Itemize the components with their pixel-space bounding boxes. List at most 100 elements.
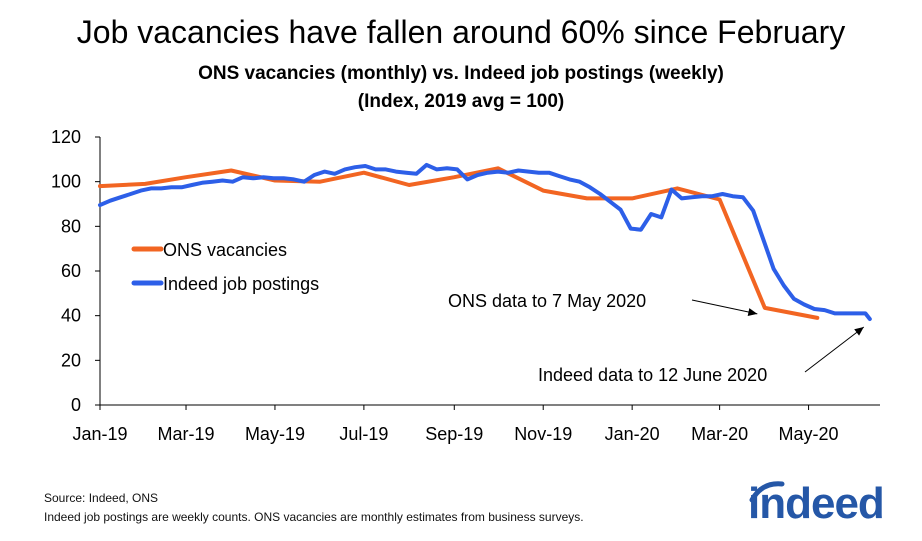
indeed-data-point [639,228,643,232]
annotation-arrow-line [804,326,865,373]
indeed-data-point [394,170,398,174]
indeed-data-point [159,186,163,190]
ons-data-point [496,166,500,170]
indeed-data-point [720,192,725,196]
indeed-data-point [690,195,694,199]
indeed-data-point [98,203,102,207]
indeed-data-point [629,226,633,231]
indeed-data-point [384,167,388,171]
annotation-label: ONS data to 7 May 2020 [448,291,646,311]
indeed-data-point [424,163,429,167]
legend-label: ONS vacancies [163,240,287,260]
indeed-data-point [190,183,194,187]
indeed-data-point [333,172,337,176]
indeed-data-point [868,317,872,321]
indeed-data-point [680,196,684,201]
indeed-data-point [822,308,827,312]
x-tick-label: May-19 [245,424,305,444]
logo-wordmark: indeed [748,479,885,528]
indeed-data-point [302,180,306,184]
ons-data-point [675,186,679,190]
source-note: Source: Indeed, ONS [44,491,159,505]
indeed-data-point [527,170,531,174]
indeed-data-point [771,267,776,271]
indeed-data-point [231,180,235,184]
indeed-logo: indeed [748,478,898,530]
chart-subtitle-line1: ONS vacancies (monthly) vs. Indeed job p… [198,63,724,84]
indeed-data-point [761,238,765,242]
indeed-data-point [669,187,674,192]
indeed-data-point [353,165,357,169]
indeed-data-point [853,311,857,316]
indeed-data-point [271,176,276,180]
indeed-data-point [802,302,806,307]
x-tick-label: Jan-20 [605,424,660,444]
y-tick-label: 40 [61,306,81,326]
indeed-data-point [180,185,184,189]
annotation-arrow-line [691,299,758,315]
x-tick-label: Jan-19 [72,424,127,444]
indeed-data-point [567,177,572,182]
indeed-data-point [139,189,143,193]
y-tick-label: 80 [61,216,81,236]
indeed-data-point [149,186,153,190]
ons-data-point [184,175,188,179]
indeed-data-point [537,171,541,175]
ons-data-point [541,189,545,193]
indeed-data-point [200,181,204,185]
y-tick-label: 120 [51,127,81,147]
indeed-data-point [241,175,245,179]
x-tick-label: Mar-20 [691,424,748,444]
ons-data-point [407,183,411,187]
indeed-data-point [129,192,133,196]
indeed-data-point [751,209,755,213]
ons-data-point [98,184,102,188]
indeed-data-point [700,194,704,198]
y-tick-label: 100 [51,172,81,192]
legend-label: Indeed job postings [163,274,319,294]
ons-data-point [318,180,322,184]
indeed-data-point [261,175,265,179]
indeed-data-point [557,174,561,178]
indeed-data-point [373,167,378,171]
y-tick-label: 60 [61,261,81,281]
x-tick-label: Mar-19 [158,424,215,444]
ons-data-point [815,316,819,320]
x-tick-label: May-20 [779,424,839,444]
ons-data-point [229,168,233,173]
ons-data-point [362,171,366,175]
indeed-data-point [292,177,296,182]
ons-data-point [718,197,722,202]
indeed-data-point [659,215,663,219]
indeed-data-point [792,297,796,301]
x-tick-label: Sep-19 [425,424,483,444]
indeed-data-point [812,307,816,311]
indeed-data-point [312,173,316,177]
indeed-data-point [618,207,623,212]
annotation-label: Indeed data to 12 June 2020 [538,365,767,385]
indeed-data-point [843,311,847,316]
indeed-data-point [210,180,214,184]
y-tick-label: 20 [61,350,81,370]
indeed-data-point [322,170,327,174]
indeed-data-point [863,311,868,316]
indeed-data-point [455,167,459,171]
ons-data-point [763,306,767,310]
ons-data-point [143,182,147,186]
indeed-data-point [108,199,112,203]
ons-data-point [585,196,589,201]
ons-data-point [630,196,634,201]
indeed-data-point [220,178,225,183]
y-tick-label: 0 [71,395,81,415]
indeed-data-point [833,311,837,316]
ons-data-point [452,175,456,179]
indeed-data-point [598,192,602,196]
x-tick-label: Nov-19 [514,424,572,444]
indeed-data-point [118,195,123,199]
indeed-data-point [486,171,490,175]
indeed-data-point [506,171,510,175]
indeed-data-point [404,171,408,175]
x-tick-label: Jul-19 [339,424,388,444]
chart-title: Job vacancies have fallen around 60% sin… [76,14,846,50]
